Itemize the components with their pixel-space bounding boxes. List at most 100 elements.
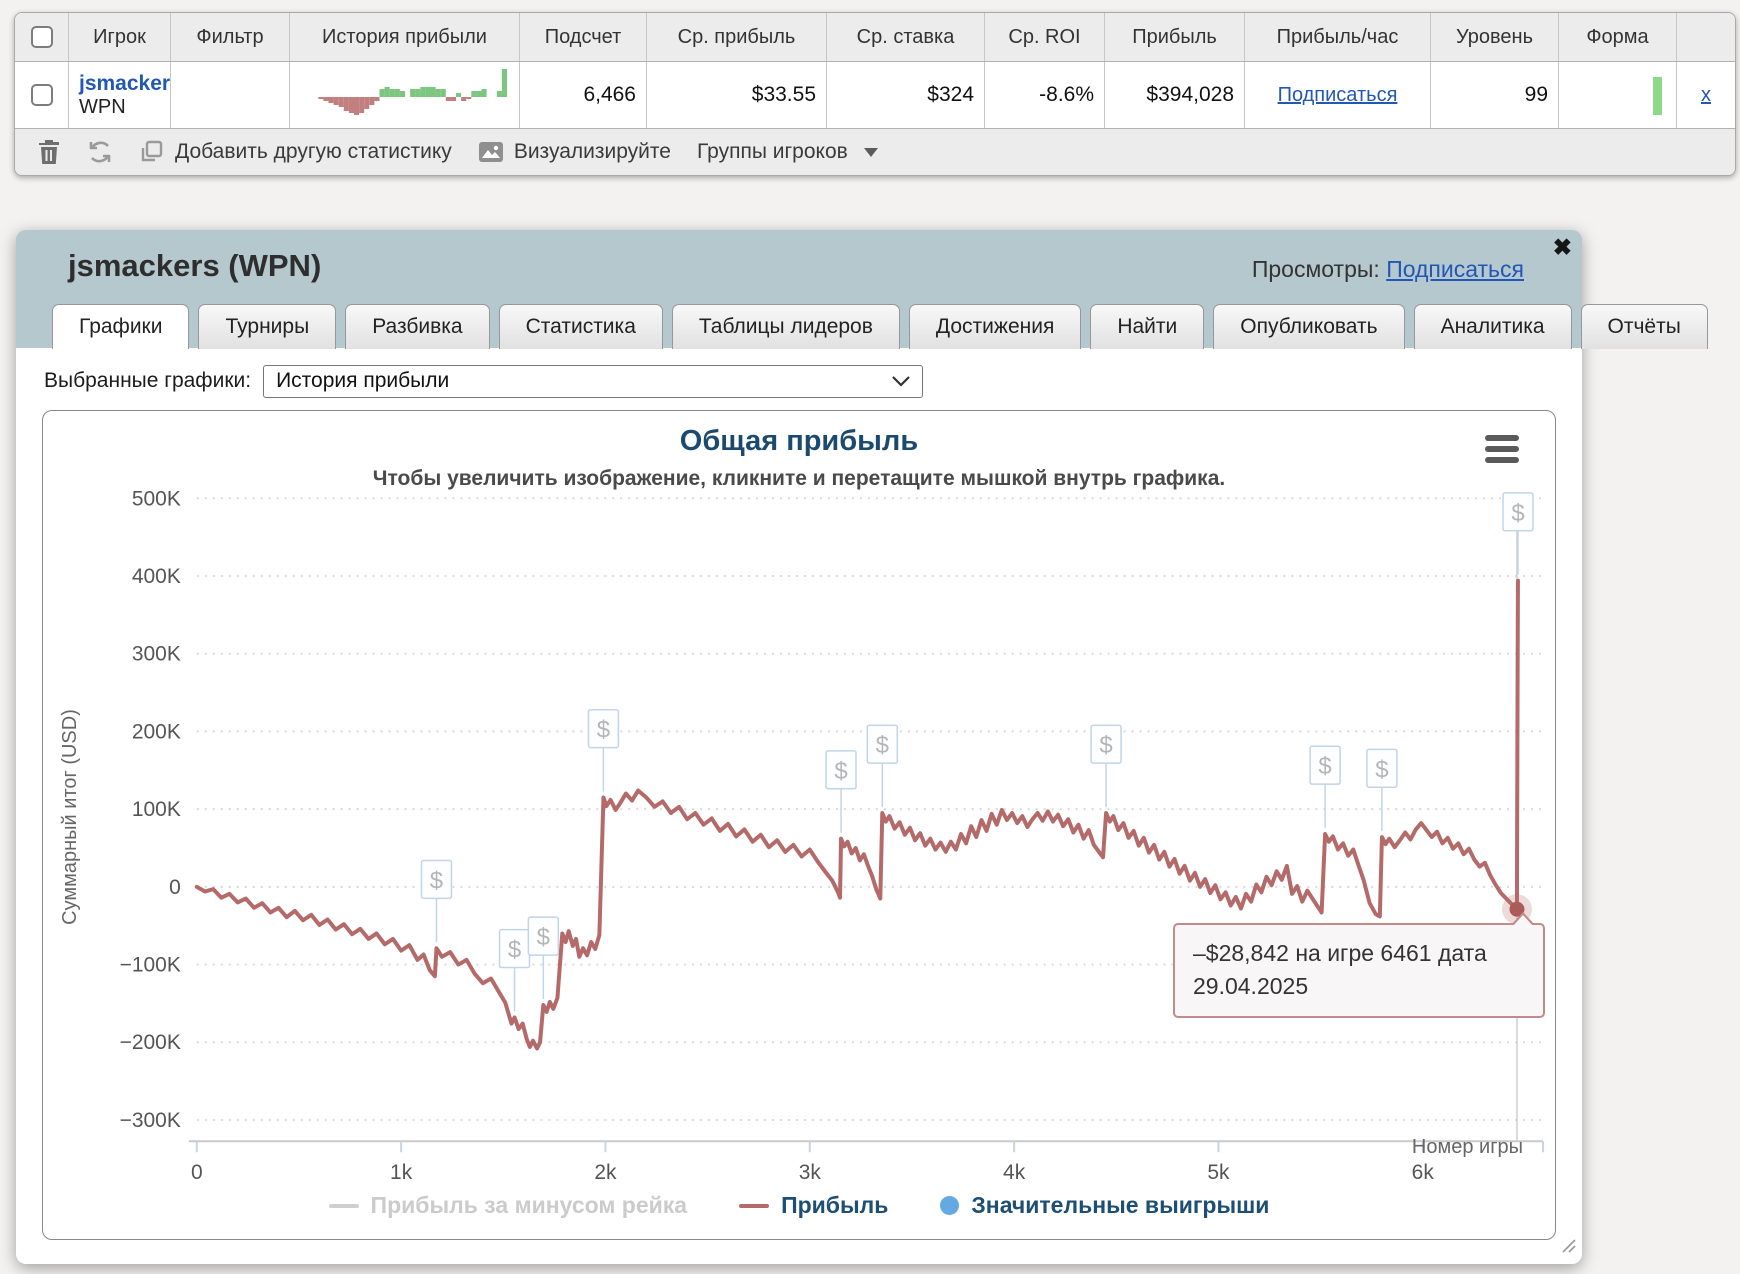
views-subscribe-link[interactable]: Подписаться <box>1386 256 1524 282</box>
visualize-button[interactable]: Визуализируйте <box>472 135 677 169</box>
column-header-empty <box>1677 13 1735 61</box>
column-header-1[interactable]: Игрок <box>69 13 171 61</box>
svg-text:$: $ <box>1511 500 1524 527</box>
legend-label: Прибыль <box>781 1192 889 1218</box>
svg-text:500K: 500K <box>132 487 181 510</box>
player-name-link[interactable]: jsmackers <box>79 71 171 95</box>
stats-table-card: Игрок Фильтр История прибыли Подсчет Ср. при… <box>14 12 1736 176</box>
column-header-9[interactable]: Прибыль/час <box>1245 13 1431 61</box>
player-groups-label: Группы игроков <box>696 140 848 163</box>
profit-per-hour-cell: Подписаться <box>1245 62 1431 128</box>
chart-plot-area[interactable]: 500K 400K 300K 200K 100K 0 −100K −200K −300K 0 1k 2… <box>43 411 1555 1239</box>
tab-7[interactable]: Найти <box>1090 304 1205 349</box>
row-checkbox-cell <box>15 62 69 128</box>
tab-3[interactable]: Разбивка <box>345 304 490 349</box>
column-header-10[interactable]: Уровень <box>1431 13 1559 61</box>
subscribe-link[interactable]: Подписаться <box>1277 83 1398 106</box>
views-label: Просмотры: <box>1251 256 1380 282</box>
select-all-checkbox[interactable] <box>30 26 53 48</box>
legend-item-2[interactable]: Прибыль <box>739 1192 888 1219</box>
svg-text:$: $ <box>1099 732 1112 759</box>
trash-icon <box>37 139 61 165</box>
chart-select-row: Выбранные графики: История прибыли <box>44 362 1556 400</box>
legend-label: Прибыль за минусом рейка <box>370 1192 688 1218</box>
svg-text:400K: 400K <box>132 565 181 588</box>
form-cell <box>1559 62 1677 128</box>
profit-chart[interactable]: 500K 400K 300K 200K 100K 0 −100K −200K −300K 0 1k 2… <box>42 410 1556 1240</box>
svg-text:$: $ <box>1375 756 1388 783</box>
y-axis-title: Суммарный итог (USD) <box>59 708 81 925</box>
close-icon[interactable]: ✖ <box>1552 234 1572 260</box>
svg-text:$: $ <box>508 937 521 964</box>
tab-8[interactable]: Опубликовать <box>1213 304 1405 349</box>
count-cell: 6,466 <box>520 62 647 128</box>
tab-6[interactable]: Достижения <box>908 304 1082 349</box>
chart-title: Общая прибыль <box>679 425 919 457</box>
player-site: WPN <box>79 95 126 118</box>
svg-text:$: $ <box>1318 753 1331 780</box>
tooltip-line1: –$28,842 на игре 6461 дата <box>1193 940 1487 966</box>
column-header-7[interactable]: Ср. ROI <box>985 13 1105 61</box>
profit-history-cell[interactable] <box>290 62 520 128</box>
popup-tabs: Графики Турниры Разбивка Статистика Таблицы … <box>52 304 1708 349</box>
legend-line-marker <box>739 1203 770 1208</box>
add-statistic-label: Добавить другую статистику <box>175 140 452 163</box>
column-header-11[interactable]: Форма <box>1559 13 1677 61</box>
profit-history-sparkline[interactable] <box>303 65 507 125</box>
tab-4[interactable]: Статистика <box>498 304 663 349</box>
svg-text:−300K: −300K <box>120 1109 181 1132</box>
svg-text:1k: 1k <box>390 1161 413 1184</box>
column-header-8[interactable]: Прибыль <box>1105 13 1245 61</box>
tab-10[interactable]: Отчёты <box>1580 304 1708 349</box>
player-groups-dropdown[interactable]: Группы игроков <box>691 136 884 168</box>
chart-subtitle: Чтобы увеличить изображение, кликните и … <box>372 467 1226 490</box>
tab-1[interactable]: Графики <box>52 304 190 349</box>
column-header-2[interactable]: Фильтр <box>171 13 290 61</box>
remove-row-link[interactable]: x <box>1701 83 1711 106</box>
svg-text:$: $ <box>537 924 550 951</box>
resize-grip[interactable] <box>1560 1237 1576 1258</box>
refresh-button[interactable] <box>81 135 119 169</box>
legend-circle-marker <box>940 1196 960 1215</box>
column-header-6[interactable]: Ср. ставка <box>827 13 985 61</box>
popup-title: jsmackers (WPN) <box>68 248 322 283</box>
column-header-3[interactable]: История прибыли <box>290 13 520 61</box>
column-header-4[interactable]: Подсчет <box>520 13 647 61</box>
svg-text:4k: 4k <box>1003 1161 1026 1184</box>
avg-stake-cell: $324 <box>827 62 985 128</box>
avg-profit-cell: $33.55 <box>647 62 827 128</box>
player-popup-window: ✖ jsmackers (WPN) Просмотры: Подписаться… <box>16 230 1708 1264</box>
tab-9[interactable]: Аналитика <box>1413 304 1572 349</box>
svg-text:200K: 200K <box>132 720 181 743</box>
popup-body: Выбранные графики: История прибыли 500K 4… <box>16 348 1582 1264</box>
row-checkbox[interactable] <box>30 84 53 106</box>
profit-cell: $394,028 <box>1105 62 1245 128</box>
refresh-icon <box>87 139 113 165</box>
svg-text:2k: 2k <box>594 1161 617 1184</box>
legend-item-3[interactable]: Значительные выигрыши <box>940 1192 1269 1219</box>
chart-menu-icon[interactable] <box>1485 435 1519 463</box>
svg-text:5k: 5k <box>1207 1161 1230 1184</box>
header-checkbox-cell <box>15 13 69 61</box>
remove-row-cell: x <box>1677 62 1735 128</box>
delete-button[interactable] <box>31 135 67 169</box>
tab-2[interactable]: Турниры <box>198 304 337 349</box>
caret-down-icon <box>863 147 878 157</box>
chevron-down-icon <box>892 376 910 387</box>
player-cell: jsmackers WPN <box>69 62 171 128</box>
level-cell: 99 <box>1431 62 1559 128</box>
legend-item-1[interactable]: Прибыль за минусом рейка <box>328 1192 688 1219</box>
image-icon <box>478 139 504 165</box>
svg-text:6k: 6k <box>1412 1161 1435 1184</box>
chart-type-select[interactable]: История прибыли <box>263 364 924 398</box>
table-row: jsmackers WPN 6,466 $33.55 $324 -8.6% $3… <box>15 62 1735 129</box>
column-header-5[interactable]: Ср. прибыль <box>647 13 827 61</box>
chart-legend: Прибыль за минусом рейка Прибыль Значитель… <box>43 1192 1555 1219</box>
svg-text:300K: 300K <box>132 643 181 666</box>
table-toolbar: Добавить другую статистику Визуализируйт… <box>15 129 1735 175</box>
add-statistic-button[interactable]: Добавить другую статистику <box>133 135 458 169</box>
tab-5[interactable]: Таблицы лидеров <box>671 304 900 349</box>
svg-text:−100K: −100K <box>120 954 181 977</box>
filter-cell <box>171 62 290 128</box>
legend-label: Значительные выигрыши <box>971 1192 1270 1218</box>
